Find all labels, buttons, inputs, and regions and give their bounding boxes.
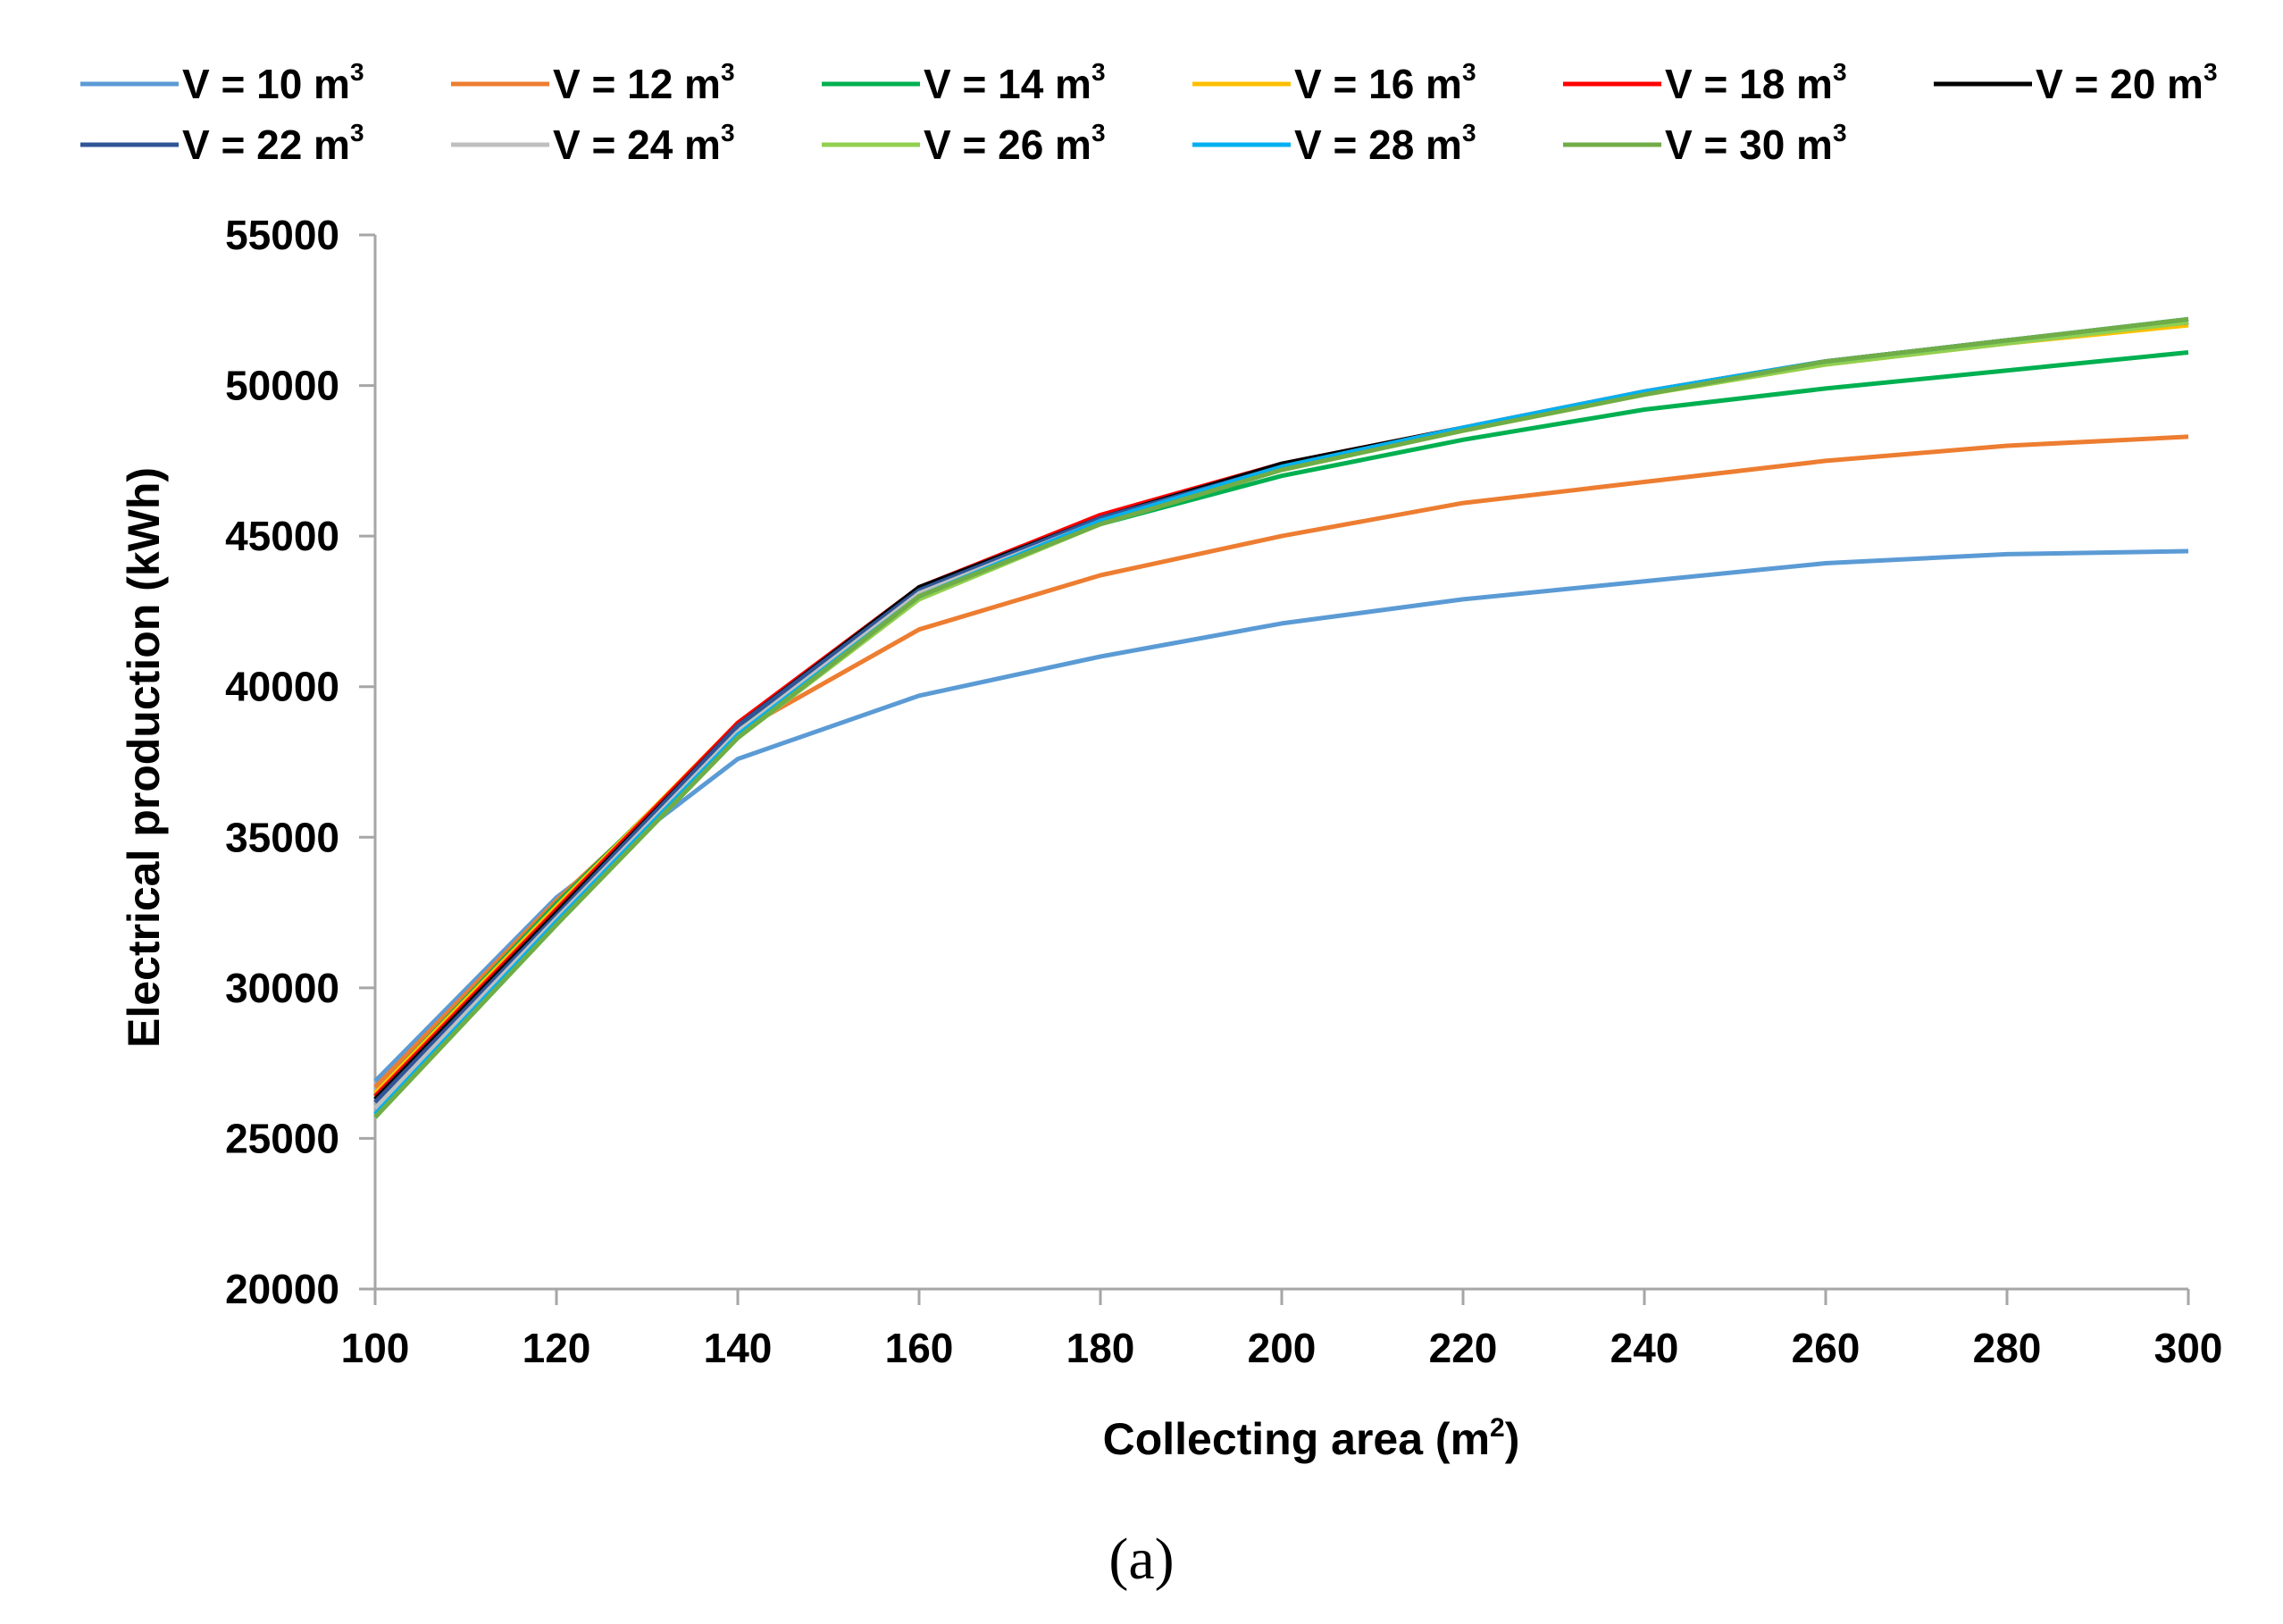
legend-item: V = 30 m3 (1563, 119, 1847, 168)
legend-item: V = 12 m3 (451, 58, 735, 107)
legend-label-superscript: 3 (721, 58, 735, 86)
legend-item: V = 14 m3 (822, 58, 1106, 107)
x-axis-title-text: Collecting area (m (1103, 1414, 1490, 1464)
x-tick-label: 120 (523, 1325, 591, 1371)
x-tick-label: 300 (2154, 1325, 2223, 1371)
legend-label: V = 14 m3 (924, 58, 1106, 107)
y-tick-label: 50000 (225, 363, 339, 409)
legend-label-text: V = 12 m (553, 61, 721, 107)
x-tick-label: 200 (1248, 1325, 1317, 1371)
y-tick-label: 40000 (225, 664, 339, 710)
legend-label-text: V = 30 m (1665, 121, 1833, 168)
legend-label: V = 22 m3 (182, 119, 364, 168)
legend-label-text: V = 10 m (182, 61, 350, 107)
legend-label: V = 30 m3 (1665, 119, 1847, 168)
legend-item: V = 20 m3 (1934, 58, 2218, 107)
legend-label-text: V = 24 m (553, 121, 721, 168)
y-tick-label: 25000 (225, 1115, 339, 1161)
legend-item: V = 18 m3 (1563, 58, 1847, 107)
x-axis: 100 120 140 160 180 200 220 240 260 280 300 (341, 1287, 2223, 1371)
legend-label-text: V = 14 m (924, 61, 1091, 107)
legend-label: V = 16 m3 (1294, 58, 1476, 107)
plot-area (373, 316, 2189, 1119)
legend-label-superscript: 3 (1462, 119, 1476, 146)
legend-label-text: V = 16 m (1294, 61, 1462, 107)
y-tick-label: 45000 (225, 513, 339, 559)
y-tick-label: 30000 (225, 965, 339, 1011)
legend-label: V = 28 m3 (1294, 119, 1476, 168)
legend-label-text: V = 26 m (924, 121, 1091, 168)
y-axis-title: Electrical production (kWh) (119, 467, 169, 1048)
series-line-30m3 (373, 316, 2189, 1119)
series-line-18m3 (373, 320, 2189, 1098)
legend-item: V = 10 m3 (80, 58, 364, 107)
legend-label-superscript: 3 (1462, 58, 1476, 86)
legend-item: V = 16 m3 (1192, 58, 1476, 107)
x-tick-label: 240 (1610, 1325, 1679, 1371)
legend-label-superscript: 3 (721, 119, 735, 146)
x-tick-label: 180 (1066, 1325, 1135, 1371)
legend-label-superscript: 3 (1833, 119, 1847, 146)
legend: V = 10 m3 V = 12 m3 V = 14 m3 V = 16 m3 V = … (80, 58, 2218, 168)
series-line-10m3 (373, 548, 2189, 1084)
legend-item: V = 22 m3 (80, 119, 364, 168)
y-axis: 20000 25000 30000 35000 40000 45000 50000 55000 (225, 212, 377, 1312)
figure-caption: (a) (1108, 1527, 1174, 1592)
y-tick-label: 20000 (225, 1266, 339, 1312)
legend-label-superscript: 3 (1091, 58, 1106, 86)
legend-label: V = 24 m3 (553, 119, 735, 168)
x-tick-label: 260 (1792, 1325, 1861, 1371)
legend-label: V = 10 m3 (182, 58, 364, 107)
legend-label-superscript: 3 (2204, 58, 2218, 86)
legend-item: V = 28 m3 (1192, 119, 1476, 168)
series-line-26m3 (373, 320, 2189, 1119)
legend-label-superscript: 3 (350, 58, 364, 86)
legend-label: V = 12 m3 (553, 58, 735, 107)
series-line-28m3 (373, 316, 2189, 1117)
x-tick-label: 100 (341, 1325, 410, 1371)
x-axis-title-end: ) (1505, 1414, 1520, 1464)
legend-label: V = 18 m3 (1665, 58, 1847, 107)
x-tick-label: 160 (885, 1325, 954, 1371)
series-line-22m3 (373, 320, 2189, 1104)
legend-label: V = 20 m3 (2036, 58, 2218, 107)
legend-item: V = 26 m3 (822, 119, 1106, 168)
legend-item: V = 24 m3 (451, 119, 735, 168)
y-tick-label: 35000 (225, 814, 339, 860)
series-line-20m3 (373, 320, 2189, 1101)
legend-label-superscript: 3 (350, 119, 364, 146)
series-line-12m3 (373, 434, 2189, 1089)
y-tick-label: 55000 (225, 212, 339, 258)
x-axis-title-superscript: 2 (1490, 1413, 1505, 1443)
series-line-16m3 (373, 322, 2189, 1095)
legend-label-text: V = 20 m (2036, 61, 2204, 107)
legend-label-text: V = 22 m (182, 121, 350, 168)
legend-label-superscript: 3 (1833, 58, 1847, 86)
x-tick-label: 220 (1429, 1325, 1498, 1371)
legend-label: V = 26 m3 (924, 119, 1106, 168)
series-line-24m3 (373, 316, 2189, 1110)
x-axis-title: Collecting area (m2) (1103, 1413, 1520, 1464)
x-tick-label: 280 (1973, 1325, 2042, 1371)
legend-label-text: V = 18 m (1665, 61, 1833, 107)
legend-label-text: V = 28 m (1294, 121, 1462, 168)
x-tick-label: 140 (704, 1325, 773, 1371)
legend-label-superscript: 3 (1091, 119, 1106, 146)
